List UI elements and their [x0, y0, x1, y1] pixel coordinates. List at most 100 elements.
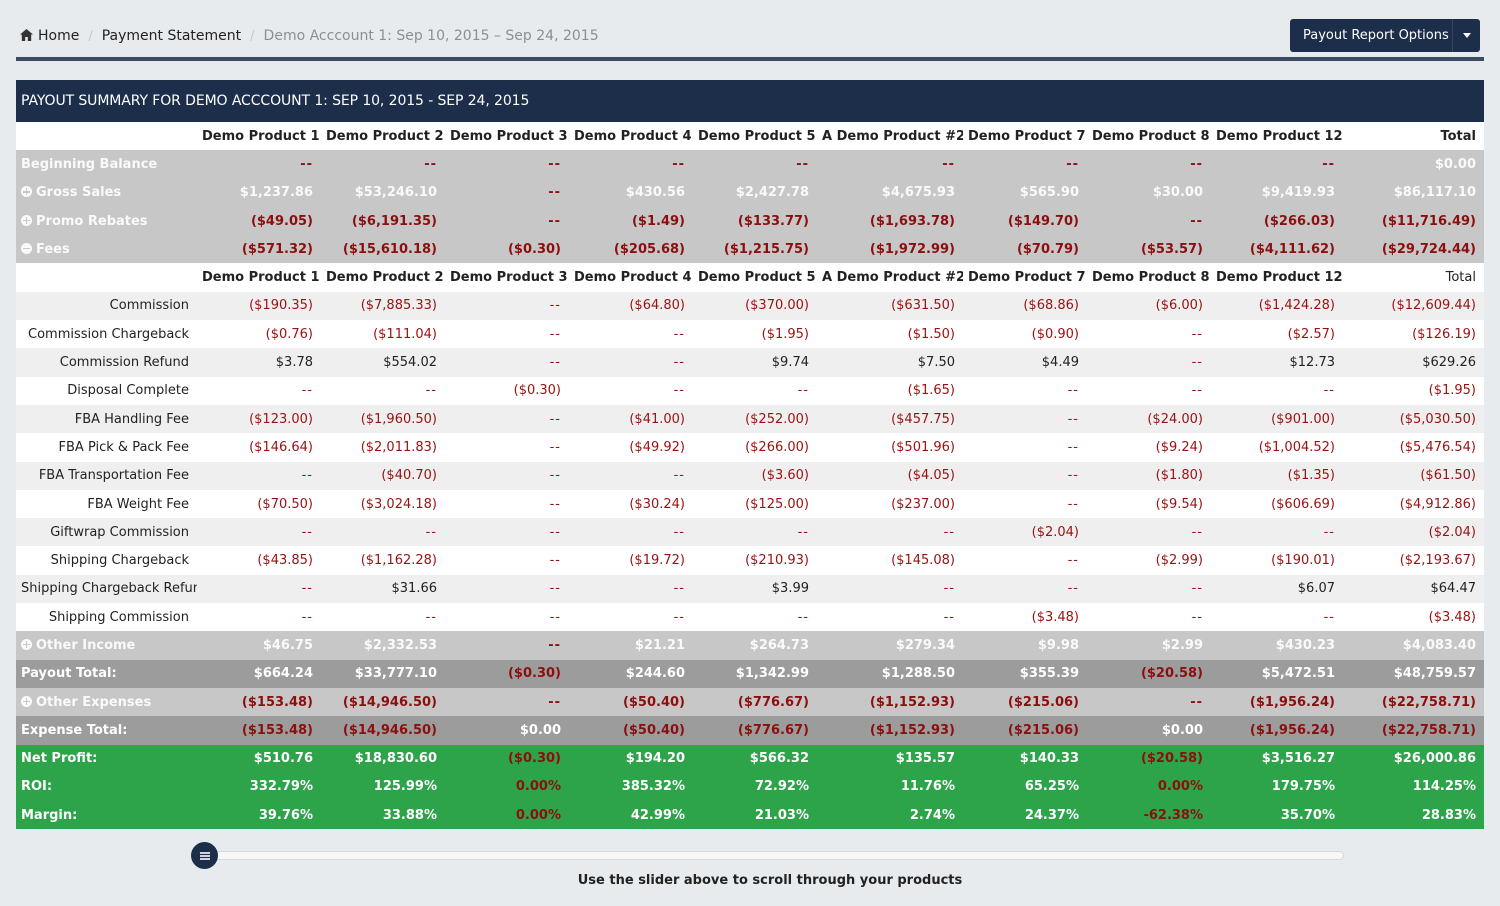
value-cell: ($30.24) [569, 489, 693, 519]
row-label[interactable]: Fees [16, 235, 197, 264]
summary-row[interactable]: Other Income $46.75 $2,332.53 -- $21.21 $264.… [16, 631, 1484, 660]
value-cell: ($901.00) [1211, 404, 1343, 434]
value-cell: ($20.58) [1087, 659, 1211, 688]
row-label: Commission [16, 291, 197, 321]
value-cell: $510.76 [197, 744, 321, 773]
value-cell: -- [817, 574, 963, 604]
value-cell: ($1,972.99) [817, 235, 963, 264]
column-header: Demo Product 5 [693, 122, 817, 151]
column-header: Demo Product 3 [445, 122, 569, 151]
value-cell: $140.33 [963, 744, 1087, 773]
value-cell: $12.73 [1211, 348, 1343, 377]
value-cell: ($145.08) [817, 546, 963, 575]
value-cell: $430.23 [1211, 631, 1343, 660]
row-label[interactable]: Gross Sales [16, 178, 197, 207]
row-label: Commission Chargeback [16, 320, 197, 349]
collapse-minus-icon[interactable] [21, 242, 32, 254]
product-scroll-slider-track[interactable] [204, 851, 1344, 860]
row-label-text: FBA Handling Fee [74, 411, 189, 427]
value-cell: 35.70% [1211, 801, 1343, 830]
row-total-cell: ($61.50) [1343, 461, 1484, 490]
value-cell: -- [321, 150, 445, 179]
product-scroll-slider-handle[interactable] [191, 842, 218, 869]
breadcrumb-payment-statement[interactable]: Payment Statement [101, 28, 242, 44]
summary-row[interactable]: Fees ($571.32) ($15,610.18) ($0.30) ($205.68… [16, 235, 1484, 264]
value-cell: ($1.95) [693, 320, 817, 349]
row-label: Payout Total: [16, 659, 197, 688]
value-cell: -- [569, 150, 693, 179]
column-header: Demo Product 4 [569, 122, 693, 151]
column-header: Demo Product 1 [197, 122, 321, 151]
column-header-total: Total [1343, 122, 1484, 151]
row-label-text: Other Expenses [36, 694, 152, 710]
row-total-cell: $4,083.40 [1343, 631, 1484, 660]
value-cell: ($1,424.28) [1211, 291, 1343, 321]
value-cell: -- [445, 603, 569, 632]
expand-plus-icon[interactable] [21, 186, 32, 198]
payout-report-options-label: Payout Report Options [1303, 28, 1449, 43]
row-label-text: FBA Transportation Fee [38, 468, 189, 484]
row-label: ROI: [16, 772, 197, 802]
row-label[interactable]: Other Income [16, 631, 197, 660]
row-label[interactable]: Other Expenses [16, 687, 197, 717]
value-cell: $9,419.93 [1211, 178, 1343, 207]
value-cell: -- [1211, 518, 1343, 547]
value-cell: ($4,111.62) [1211, 235, 1343, 264]
row-label-text: Payout Total: [21, 666, 117, 682]
fee-detail-row: Shipping Chargeback ($43.85) ($1,162.28) --… [16, 546, 1484, 575]
value-cell: $53,246.10 [321, 178, 445, 207]
fee-detail-row: Giftwrap Commission -- -- -- -- -- -- ($2.04) --… [16, 518, 1484, 547]
value-cell: -- [1211, 603, 1343, 632]
row-label-text: Net Profit: [21, 751, 98, 767]
value-cell: $4,675.93 [817, 178, 963, 207]
summary-row[interactable]: Gross Sales $1,237.86 $53,246.10 -- $430.56 $… [16, 178, 1484, 207]
expand-plus-icon[interactable] [21, 695, 32, 707]
row-label: FBA Pick & Pack Fee [16, 433, 197, 462]
row-label-text: Commission Chargeback [28, 326, 189, 342]
panel-title: PAYOUT SUMMARY FOR DEMO ACCCOUNT 1: SEP … [16, 80, 1484, 122]
row-label[interactable]: Promo Rebates [16, 206, 197, 236]
value-cell: -- [1087, 603, 1211, 632]
header-spacer [16, 263, 197, 292]
value-cell: $2,332.53 [321, 631, 445, 660]
row-total-cell: ($126.19) [1343, 320, 1484, 349]
value-cell: ($1.50) [817, 320, 963, 349]
value-cell: -- [1087, 206, 1211, 236]
total-row: Expense Total: ($153.48) ($14,946.50) $0.00… [16, 716, 1484, 745]
row-label: Shipping Chargeback [16, 546, 197, 575]
value-cell: $1,237.86 [197, 178, 321, 207]
expand-plus-icon[interactable] [21, 638, 32, 650]
value-cell: -- [963, 404, 1087, 434]
fee-detail-row: FBA Transportation Fee -- ($40.70) -- -- ($3.… [16, 461, 1484, 490]
value-cell: ($7,885.33) [321, 291, 445, 321]
value-cell: $7.50 [817, 348, 963, 377]
summary-row[interactable]: Promo Rebates ($49.05) ($6,191.35) -- ($1.49… [16, 206, 1484, 236]
value-cell: -- [963, 489, 1087, 519]
value-cell: $565.90 [963, 178, 1087, 207]
value-cell: -- [445, 348, 569, 377]
breadcrumb-home[interactable]: Home [20, 28, 79, 44]
payout-report-options-button[interactable]: Payout Report Options [1290, 19, 1480, 52]
row-total-cell: 28.83% [1343, 801, 1484, 830]
breadcrumb-home-label: Home [38, 28, 80, 44]
dropdown-toggle[interactable] [1452, 19, 1480, 52]
column-header: Demo Product 12 [1211, 122, 1343, 151]
value-cell: ($237.00) [817, 489, 963, 519]
value-cell: $33,777.10 [321, 659, 445, 688]
value-cell: ($190.01) [1211, 546, 1343, 575]
value-cell: ($123.00) [197, 404, 321, 434]
value-cell: 11.76% [817, 772, 963, 802]
value-cell: ($6,191.35) [321, 206, 445, 236]
value-cell: -- [445, 433, 569, 462]
breadcrumb-separator: / [250, 28, 255, 44]
value-cell: ($1.49) [569, 206, 693, 236]
value-cell: ($68.86) [963, 291, 1087, 321]
value-cell: ($1,162.28) [321, 546, 445, 575]
value-cell: ($125.00) [693, 489, 817, 519]
value-cell: ($49.05) [197, 206, 321, 236]
value-cell: -- [963, 574, 1087, 604]
row-total-cell: $48,759.57 [1343, 659, 1484, 688]
summary-row[interactable]: Other Expenses ($153.48) ($14,946.50) -- ($5… [16, 687, 1484, 717]
fee-detail-row: FBA Pick & Pack Fee ($146.64) ($2,011.83) -… [16, 433, 1484, 462]
expand-plus-icon[interactable] [21, 214, 32, 226]
